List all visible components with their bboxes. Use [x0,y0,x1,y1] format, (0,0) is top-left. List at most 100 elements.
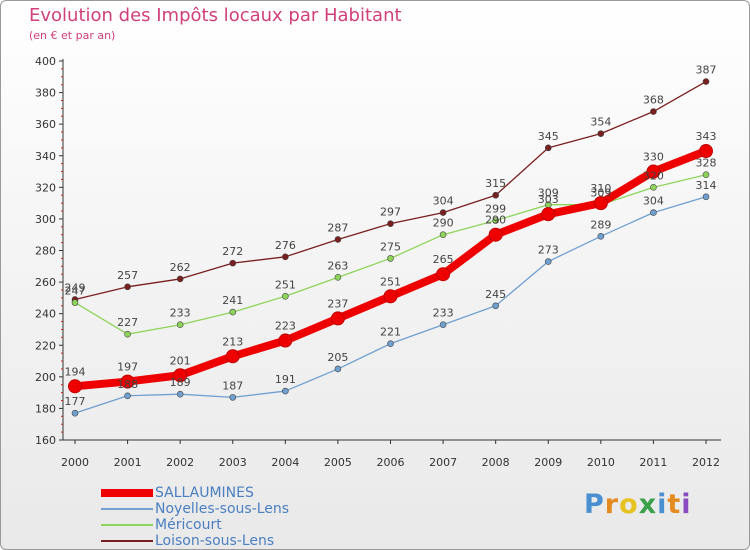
legend-item-mericourt: Méricourt [101,517,361,533]
data-point [387,220,394,227]
data-label: 273 [538,244,559,257]
data-point [544,144,552,152]
x-tick-label: 2007 [429,456,457,469]
data-point [124,283,131,291]
data-label: 287 [327,221,348,234]
data-label: 263 [327,259,348,272]
data-point [68,379,82,394]
data-point [383,289,398,304]
data-point [702,171,710,178]
data-label: 315 [485,177,506,190]
y-tick-label: 240 [35,308,56,321]
data-label: 368 [643,94,664,107]
y-tick-label: 220 [35,339,56,352]
data-label: 213 [222,335,243,348]
data-label: 189 [170,376,191,389]
data-label: 290 [485,214,506,227]
data-label: 201 [170,354,191,367]
y-tick-label: 300 [35,213,56,226]
data-point [334,365,342,373]
data-point [334,274,342,281]
logo-letter: x [638,489,658,520]
data-label: 249 [65,281,86,294]
chart-title: Evolution des Impôts locaux par Habitant [29,5,402,26]
data-point [439,209,447,216]
data-label: 303 [538,193,559,206]
data-label: 330 [643,151,664,164]
data-point [120,374,135,389]
x-tick-label: 2006 [377,456,405,469]
data-label: 251 [380,275,401,288]
axes: 160 180 200 220 240 260 280 300 320 340 360 380 400 2… [35,55,721,469]
data-point [492,217,499,224]
data-point [699,144,713,159]
data-point [387,255,394,262]
legend-swatch-sallaumines [101,489,153,497]
series-lines [68,78,713,417]
data-label: 251 [275,278,296,291]
data-point [702,193,710,201]
x-tick-label: 2011 [639,456,667,469]
data-label: 304 [643,195,664,208]
legend-label-noyelles: Noyelles-sous-Lens [155,501,290,517]
data-label: 227 [117,316,138,329]
data-point [597,130,605,137]
x-tick-label: 2008 [482,456,510,469]
data-label: 194 [65,365,86,378]
data-label: 233 [170,307,191,320]
logo-letter: t [667,489,682,520]
data-label: 320 [643,169,664,182]
legend-swatch-mericourt [101,524,153,526]
data-label: 177 [65,395,86,408]
data-point [650,108,657,115]
x-tick-label: 2005 [324,456,352,469]
data-point [650,209,657,216]
data-point [124,330,131,338]
data-point [387,340,394,347]
data-label: 297 [380,206,401,219]
data-label: 345 [538,130,559,143]
data-point [176,275,184,283]
data-point [282,253,289,261]
y-tick-label: 160 [35,434,56,447]
data-point [176,321,184,329]
x-tick-label: 2002 [166,456,194,469]
data-point [488,227,503,242]
data-label: 304 [433,195,454,208]
data-label: 223 [275,320,296,333]
x-tick-label: 2000 [61,456,89,469]
data-point [71,299,79,306]
data-label: 328 [696,157,717,170]
data-label: 241 [222,294,243,307]
y-tick-label: 320 [35,181,56,194]
legend-swatch-loison [101,540,153,542]
data-label: 187 [222,379,243,392]
legend-label-mericourt: Méricourt [155,517,222,533]
legend-item-sallaumines: SALLAUMINES [101,485,361,501]
data-point [225,349,240,364]
x-tick-label: 2012 [692,456,720,469]
data-label: 387 [696,64,717,77]
data-label: 197 [117,361,138,374]
x-tick-label: 2001 [114,456,142,469]
data-label: 265 [433,253,454,266]
proxiti-logo: Proxiti [584,489,692,520]
data-label: 205 [327,351,348,364]
data-label: 262 [170,261,191,274]
data-label: 289 [590,218,611,231]
y-tick-label: 260 [35,276,56,289]
data-label: 188 [117,378,138,391]
data-label: 343 [696,130,717,143]
data-point [436,267,451,282]
x-tick-label: 2010 [587,456,615,469]
data-label: 191 [275,373,296,386]
data-point [544,258,552,265]
data-point [593,196,608,211]
y-tick-label: 200 [35,371,56,384]
data-point [492,191,499,199]
data-point [229,259,237,267]
y-tick-label: 380 [35,87,56,100]
data-label: 299 [485,202,506,215]
data-label: 314 [696,179,717,192]
